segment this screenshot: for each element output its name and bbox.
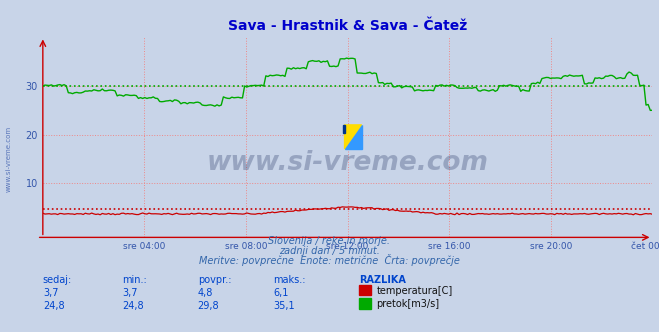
- Title: Sava - Hrastnik & Sava - Čatež: Sava - Hrastnik & Sava - Čatež: [228, 19, 467, 33]
- Text: RAZLIKA: RAZLIKA: [359, 275, 406, 285]
- Text: 29,8: 29,8: [198, 301, 219, 311]
- Text: sedaj:: sedaj:: [43, 275, 72, 285]
- Text: 24,8: 24,8: [43, 301, 65, 311]
- Text: povpr.:: povpr.:: [198, 275, 231, 285]
- Text: temperatura[C]: temperatura[C]: [376, 286, 453, 296]
- Text: pretok[m3/s]: pretok[m3/s]: [376, 299, 440, 309]
- Text: zadnji dan / 5 minut.: zadnji dan / 5 minut.: [279, 246, 380, 256]
- Text: 35,1: 35,1: [273, 301, 295, 311]
- Text: 24,8: 24,8: [122, 301, 144, 311]
- Bar: [343, 125, 345, 133]
- Text: www.si-vreme.com: www.si-vreme.com: [207, 150, 488, 176]
- Text: www.si-vreme.com: www.si-vreme.com: [348, 160, 361, 161]
- Text: min.:: min.:: [122, 275, 147, 285]
- Text: Meritve: povprečne  Enote: metrične  Črta: povprečje: Meritve: povprečne Enote: metrične Črta:…: [199, 254, 460, 266]
- Text: maks.:: maks.:: [273, 275, 306, 285]
- Text: www.si-vreme.com: www.si-vreme.com: [5, 126, 11, 193]
- Text: 4,8: 4,8: [198, 288, 213, 298]
- Text: Slovenija / reke in morje.: Slovenija / reke in morje.: [268, 236, 391, 246]
- Polygon shape: [345, 125, 362, 149]
- Polygon shape: [345, 125, 362, 149]
- Text: 3,7: 3,7: [122, 288, 138, 298]
- Text: 6,1: 6,1: [273, 288, 289, 298]
- Text: 3,7: 3,7: [43, 288, 59, 298]
